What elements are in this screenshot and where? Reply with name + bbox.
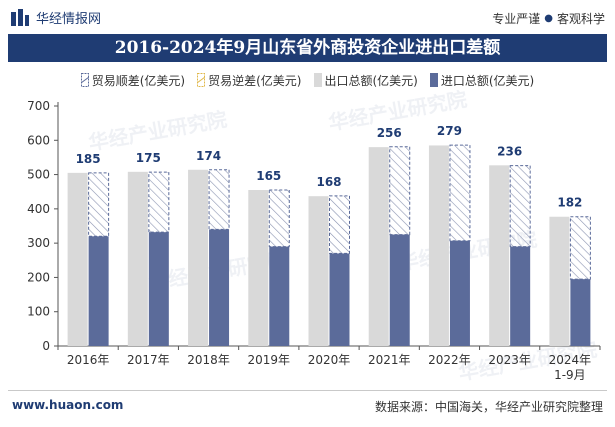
surplus-bar [569, 216, 591, 280]
import-bar [209, 229, 230, 346]
legend-item-surplus: 贸易顺差(亿美元) [80, 72, 186, 89]
tagline-left: 专业严谨 [492, 12, 541, 26]
deficit-swatch-icon [197, 73, 206, 87]
legend-label-surplus: 贸易顺差(亿美元) [91, 73, 186, 88]
brand-name: 华经情报网 [36, 12, 102, 27]
export-bar [127, 171, 148, 346]
surplus-value-label: 185 [76, 152, 101, 166]
surplus-bar [88, 172, 110, 237]
axes: 0 100 200 300 400 500 600 700 2016年 2017年 2018年 201… [27, 99, 601, 382]
import-swatch-icon [429, 73, 438, 87]
export-bar [248, 190, 269, 346]
tagline-right: 客观科学 [556, 12, 605, 26]
surplus-value-label: 175 [136, 151, 161, 165]
surplus-bar [509, 165, 531, 248]
x-tick-label: 2016年 [67, 353, 110, 367]
x-tick-label: 2018年 [187, 353, 230, 367]
y-tick-label: 300 [27, 236, 50, 250]
surplus-value-label: 165 [256, 169, 281, 183]
x-tick-label: 2019年 [248, 353, 291, 367]
import-bar [148, 232, 169, 346]
surplus-swatch-icon [80, 73, 89, 87]
export-bar [428, 145, 449, 346]
brand-logo-icon [11, 8, 29, 26]
legend-item-deficit: 贸易逆差(亿美元) [197, 72, 302, 89]
export-bar [549, 216, 570, 346]
x-tick-label: 2020年 [308, 353, 351, 367]
x-tick-label: 2021年 [368, 353, 411, 367]
y-tick-label: 400 [27, 202, 50, 216]
import-bar [570, 279, 591, 346]
export-swatch-icon [313, 73, 322, 87]
chart-title: 2016-2024年9月山东省外商投资企业进出口差额 [8, 34, 607, 62]
import-bar [510, 246, 531, 346]
import-bar [389, 234, 410, 346]
export-bar [67, 172, 88, 346]
import-bar [88, 236, 109, 346]
surplus-value-label: 168 [316, 175, 341, 189]
legend-label-import: 进口总额(亿美元) [440, 73, 535, 88]
surplus-value-label: 279 [437, 124, 462, 138]
import-bar [449, 240, 470, 346]
surplus-bar [389, 146, 411, 236]
surplus-value-label: 174 [196, 149, 221, 163]
x-tick-label: 2023年 [488, 353, 531, 367]
legend-item-import: 进口总额(亿美元) [429, 72, 535, 89]
chart-legend: 贸易顺差(亿美元) 贸易逆差(亿美元) 出口总额(亿美元) 进口总额(亿美元) [0, 70, 615, 90]
top-bar: 华经情报网 专业严谨 ● 客观科学 [0, 0, 615, 34]
surplus-bar [148, 171, 170, 233]
export-bar [188, 169, 209, 346]
import-bar [329, 253, 350, 346]
legend-item-export: 出口总额(亿美元) [313, 72, 418, 89]
footer-source: 数据来源：中国海关，华经产业研究院整理 [374, 400, 603, 414]
surplus-bar [449, 144, 471, 242]
x-tick-label: 2022年 [428, 353, 471, 367]
y-tick-label: 500 [27, 168, 50, 182]
y-tick-label: 700 [27, 99, 50, 113]
x-tick-label: 2024年 1-9月 [549, 353, 592, 382]
surplus-bar [329, 195, 350, 254]
surplus-value-label: 236 [497, 145, 522, 159]
chart-plot: 华经产业研究院华经产业研究院华经产业研究院华经产业研究院华经产业研究院 0100… [27, 90, 601, 385]
footer-divider [8, 390, 607, 391]
surplus-value-label: 182 [557, 196, 582, 210]
y-tick-label: 100 [27, 305, 50, 319]
bars [67, 144, 591, 346]
y-tick-label: 0 [42, 339, 50, 353]
tagline: 专业严谨 ● 客观科学 [492, 10, 605, 27]
y-tick-label: 200 [27, 270, 50, 284]
legend-label-deficit: 贸易逆差(亿美元) [208, 73, 302, 88]
watermark-text: 华经产业研究院 [87, 107, 229, 155]
y-tick-label: 600 [27, 133, 50, 147]
value-labels: 185 175 174 165 168 256 279 236 182 [76, 124, 583, 210]
bullet-icon: ● [544, 13, 553, 24]
surplus-bar [208, 169, 230, 230]
legend-label-export: 出口总额(亿美元) [324, 73, 418, 88]
footer-url: www.huaon.com [12, 398, 124, 412]
surplus-value-label: 256 [377, 126, 402, 140]
import-bar [269, 246, 290, 346]
export-bar [368, 147, 389, 346]
x-tick-label: 2017年 [127, 353, 170, 367]
export-bar [308, 196, 329, 346]
surplus-bar [268, 189, 290, 248]
export-bar [489, 165, 510, 346]
brand: 华经情报网 [10, 8, 101, 27]
